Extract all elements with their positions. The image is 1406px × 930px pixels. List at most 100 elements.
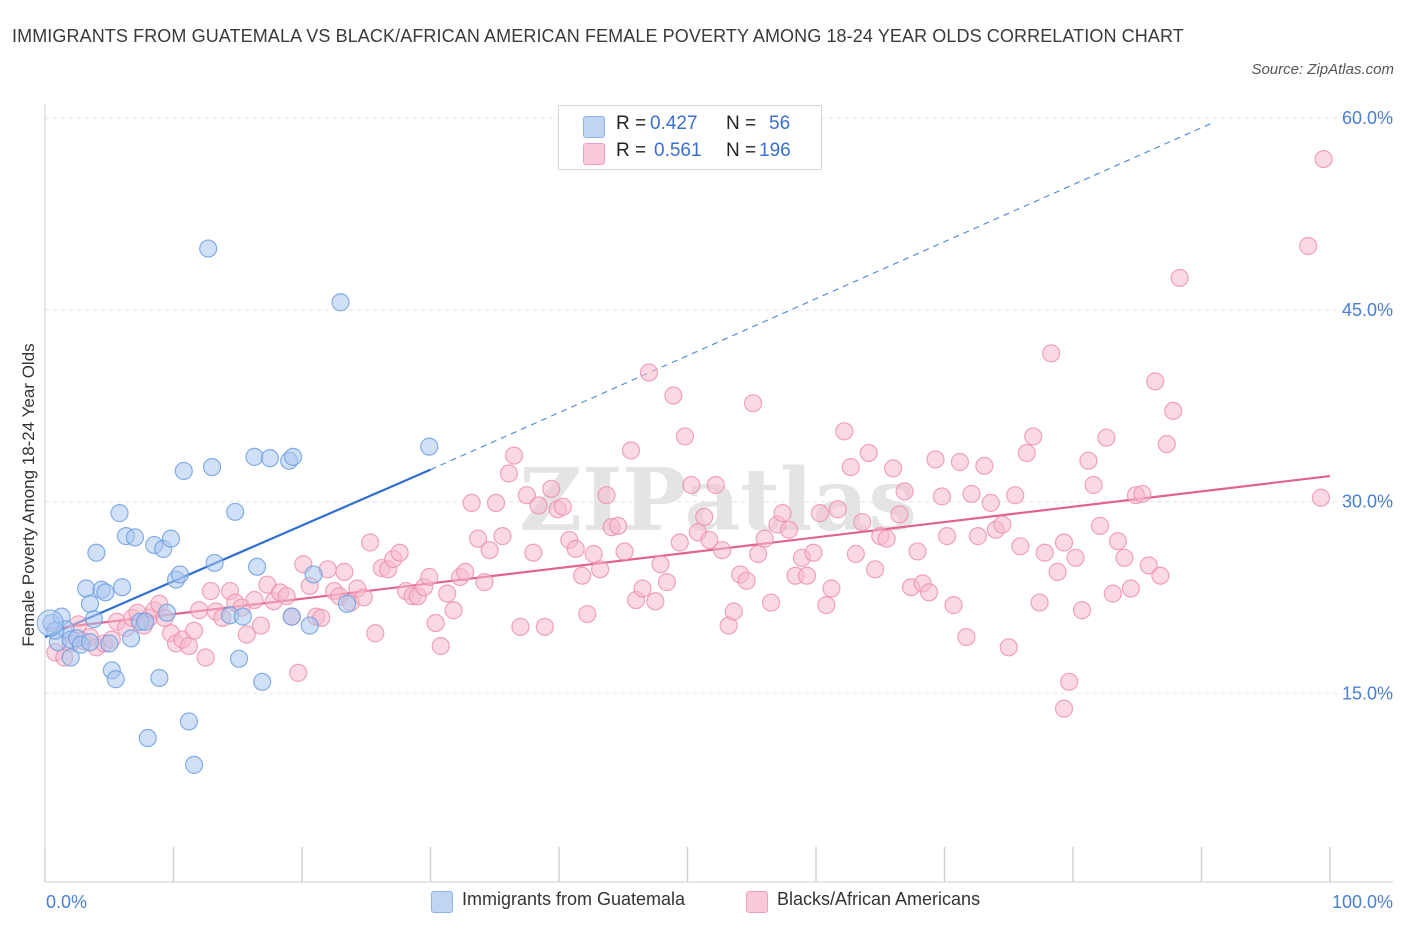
data-point <box>138 728 157 748</box>
data-point <box>877 529 896 548</box>
data-point <box>157 603 177 622</box>
data-point <box>517 486 536 505</box>
data-point <box>233 607 252 626</box>
legend-r-label: R = <box>616 113 647 134</box>
data-point <box>480 541 499 560</box>
axes <box>44 104 1393 883</box>
data-point <box>1066 548 1085 567</box>
data-point <box>96 583 115 602</box>
x-tick-label: 100.0% <box>1332 892 1393 912</box>
bottom-legend-swatch-black <box>746 891 768 913</box>
data-point <box>975 456 994 475</box>
data-point <box>136 612 155 631</box>
data-point <box>542 479 561 498</box>
data-point <box>804 543 823 562</box>
data-point <box>431 636 450 656</box>
data-point <box>1103 584 1122 603</box>
data-point <box>190 601 209 620</box>
trend-lines <box>44 121 1331 639</box>
data-point <box>251 616 270 635</box>
data-point <box>1097 428 1116 447</box>
data-point <box>639 363 659 382</box>
data-point <box>80 633 100 652</box>
data-point <box>366 624 385 643</box>
data-point <box>950 452 970 472</box>
data-point <box>511 617 530 636</box>
data-point <box>1121 579 1140 598</box>
data-point <box>706 475 725 495</box>
data-point <box>591 560 610 579</box>
data-point <box>926 450 945 469</box>
legend-n-label: N = <box>726 140 757 161</box>
data-point <box>100 634 119 653</box>
data-point <box>36 609 64 637</box>
data-point <box>937 527 957 546</box>
data-point <box>670 533 689 552</box>
data-point <box>609 516 628 535</box>
data-point <box>121 629 141 648</box>
data-point <box>196 648 215 667</box>
data-point <box>529 496 548 515</box>
legend-r-label: R = <box>616 140 647 161</box>
data-point <box>999 638 1018 657</box>
data-point <box>1017 443 1036 463</box>
data-point <box>621 441 641 460</box>
data-point <box>779 520 799 539</box>
data-point <box>229 649 249 668</box>
data-point <box>657 573 677 592</box>
data-point <box>87 543 106 562</box>
data-point <box>944 596 963 615</box>
tick-labels: 15.0% 30.0% 45.0% 60.0% 0.0% 100.0% <box>46 108 1393 912</box>
data-point <box>253 672 272 691</box>
data-point <box>468 529 488 548</box>
data-point <box>1139 556 1158 575</box>
y-axis-label: Female Poverty Among 18-24 Year Olds <box>19 343 38 647</box>
data-point <box>1170 268 1189 288</box>
trend-line-guatemala-extension <box>430 121 1215 471</box>
legend-r-value: 0.561 <box>654 140 702 161</box>
data-point <box>646 592 665 611</box>
data-point <box>174 461 193 481</box>
data-point <box>841 457 860 477</box>
data-point <box>205 553 224 573</box>
data-point <box>80 594 100 613</box>
data-point <box>226 502 245 521</box>
data-point <box>743 394 763 413</box>
data-point <box>456 562 475 581</box>
data-point <box>1311 488 1331 507</box>
data-point <box>919 583 939 602</box>
data-point <box>331 293 350 312</box>
data-point <box>199 239 218 258</box>
data-point <box>1042 344 1061 363</box>
data-point <box>426 613 445 633</box>
data-point <box>724 602 743 621</box>
bottom-legend-label: Immigrants from Guatemala <box>462 889 686 909</box>
data-point <box>573 566 592 585</box>
data-point <box>749 544 768 564</box>
data-point <box>883 459 903 478</box>
data-point <box>277 587 296 606</box>
data-point <box>1011 537 1030 556</box>
data-point <box>1314 149 1333 169</box>
data-point <box>713 541 732 560</box>
data-point <box>682 475 701 495</box>
data-point <box>1054 699 1074 718</box>
data-point <box>475 573 494 592</box>
data-point <box>337 594 357 613</box>
data-point <box>106 670 125 689</box>
data-point <box>633 579 652 598</box>
data-point <box>1133 484 1152 504</box>
data-point <box>828 500 847 519</box>
data-point <box>859 443 878 463</box>
chart-title: IMMIGRANTS FROM GUATEMALA VS BLACK/AFRIC… <box>12 26 1184 46</box>
legend-swatch-guatemala <box>583 116 605 138</box>
data-point <box>1030 593 1049 612</box>
data-point <box>755 529 774 548</box>
data-point <box>773 504 792 523</box>
data-point <box>957 627 976 647</box>
legend-n-value: 196 <box>759 140 791 161</box>
data-point <box>822 579 841 598</box>
data-point <box>553 497 572 516</box>
data-point <box>493 527 512 546</box>
